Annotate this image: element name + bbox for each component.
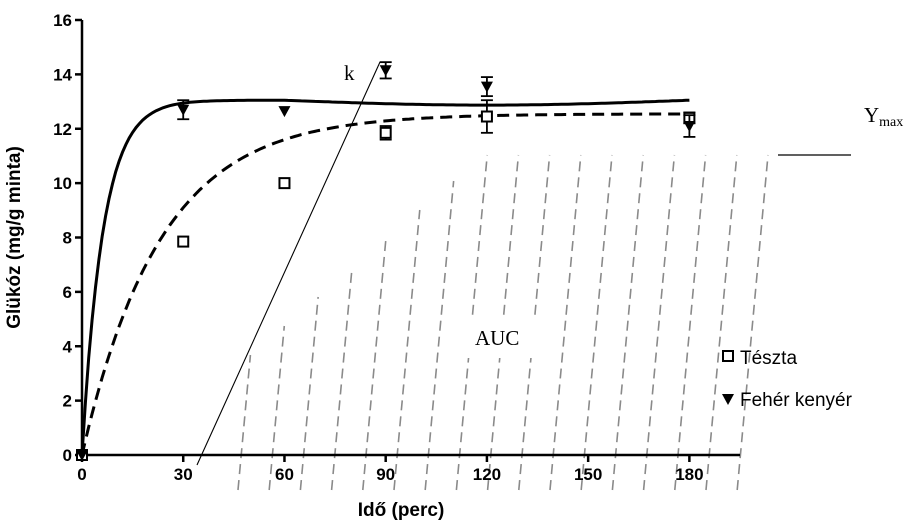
- auc-hatch-line: [299, 296, 319, 491]
- auc-hatch-line: [330, 267, 353, 491]
- auc-hatch-line: [736, 154, 769, 491]
- auc-hatch-line: [705, 154, 738, 491]
- k-label: k: [344, 61, 355, 85]
- y-tick-label: 16: [53, 11, 72, 30]
- auc-label-bg: [466, 320, 554, 358]
- y-tick-label: 10: [53, 174, 72, 193]
- y-axis-title: Glükóz (mg/g minta): [4, 146, 25, 329]
- legend-label-teszta: Tészta: [740, 348, 797, 369]
- ymax-sub: max: [879, 115, 903, 130]
- data-point-feher-kenyer: [379, 65, 392, 77]
- data-point-teszta: [177, 235, 190, 248]
- y-tick-label: 8: [63, 229, 72, 248]
- axes: 0 2 4 6 8 10 12 14 16 0 30 60 90 120 150 180 Idő (perc) G…: [4, 11, 740, 521]
- x-axis-title: Idő (perc): [358, 500, 445, 521]
- data-point-feher-kenyer: [278, 106, 291, 118]
- legend-label-feher-kenyer: Fehér kenyér: [740, 390, 853, 411]
- x-tick-label: 120: [473, 465, 501, 484]
- x-tick-label: 90: [376, 465, 395, 484]
- fit-curve-feher-kenyer: [80, 98, 690, 456]
- auc-hatch-line: [549, 154, 582, 491]
- fit-curves: [80, 98, 690, 456]
- auc-hatch-line: [580, 154, 613, 491]
- x-tick-label: 150: [574, 465, 602, 484]
- annotations: k Ymax AUC: [196, 61, 903, 466]
- data-point-teszta: [379, 126, 392, 139]
- ymax-main: Y: [864, 103, 879, 127]
- data-point-teszta: [278, 177, 291, 190]
- y-tick-label: 2: [63, 392, 72, 411]
- y-tick-label: 6: [63, 283, 72, 302]
- y-tick-label: 0: [63, 446, 72, 465]
- ymax-label: Ymax: [864, 103, 903, 130]
- auc-label: AUC: [475, 326, 519, 350]
- data-point-feher-kenyer: [683, 121, 696, 133]
- x-tick-label: 180: [675, 465, 703, 484]
- data-point-teszta: [480, 110, 493, 123]
- legend-marker-teszta: [722, 350, 734, 362]
- data-markers: [76, 61, 696, 461]
- y-tick-label: 14: [53, 65, 72, 84]
- auc-hatch-line: [393, 209, 421, 491]
- auc-hatch: [237, 154, 769, 491]
- y-tick-label: 4: [63, 337, 73, 356]
- auc-hatch-line: [424, 180, 455, 491]
- data-point-feher-kenyer: [76, 450, 88, 461]
- legend-marker-feher-kenyer: [722, 394, 734, 405]
- x-tick-label: 0: [77, 465, 86, 484]
- x-tick-label: 60: [275, 465, 294, 484]
- fit-curve-teszta: [80, 112, 690, 456]
- auc-hatch-line: [237, 354, 252, 491]
- k-tangent-line: [196, 61, 381, 466]
- x-tick-label: 30: [174, 465, 193, 484]
- auc-hatch-line: [362, 238, 387, 491]
- data-point-feher-kenyer: [177, 104, 190, 116]
- auc-hatch-line: [642, 154, 676, 491]
- y-tick-label: 12: [53, 120, 72, 139]
- auc-hatch-line: [611, 154, 645, 491]
- data-point-feher-kenyer: [480, 81, 493, 93]
- legend: Tészta Fehér kenyér: [722, 348, 853, 411]
- auc-hatch-line: [674, 154, 707, 491]
- auc-hatch-line: [268, 325, 286, 491]
